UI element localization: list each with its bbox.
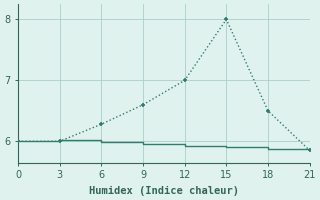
X-axis label: Humidex (Indice chaleur): Humidex (Indice chaleur) (89, 186, 239, 196)
